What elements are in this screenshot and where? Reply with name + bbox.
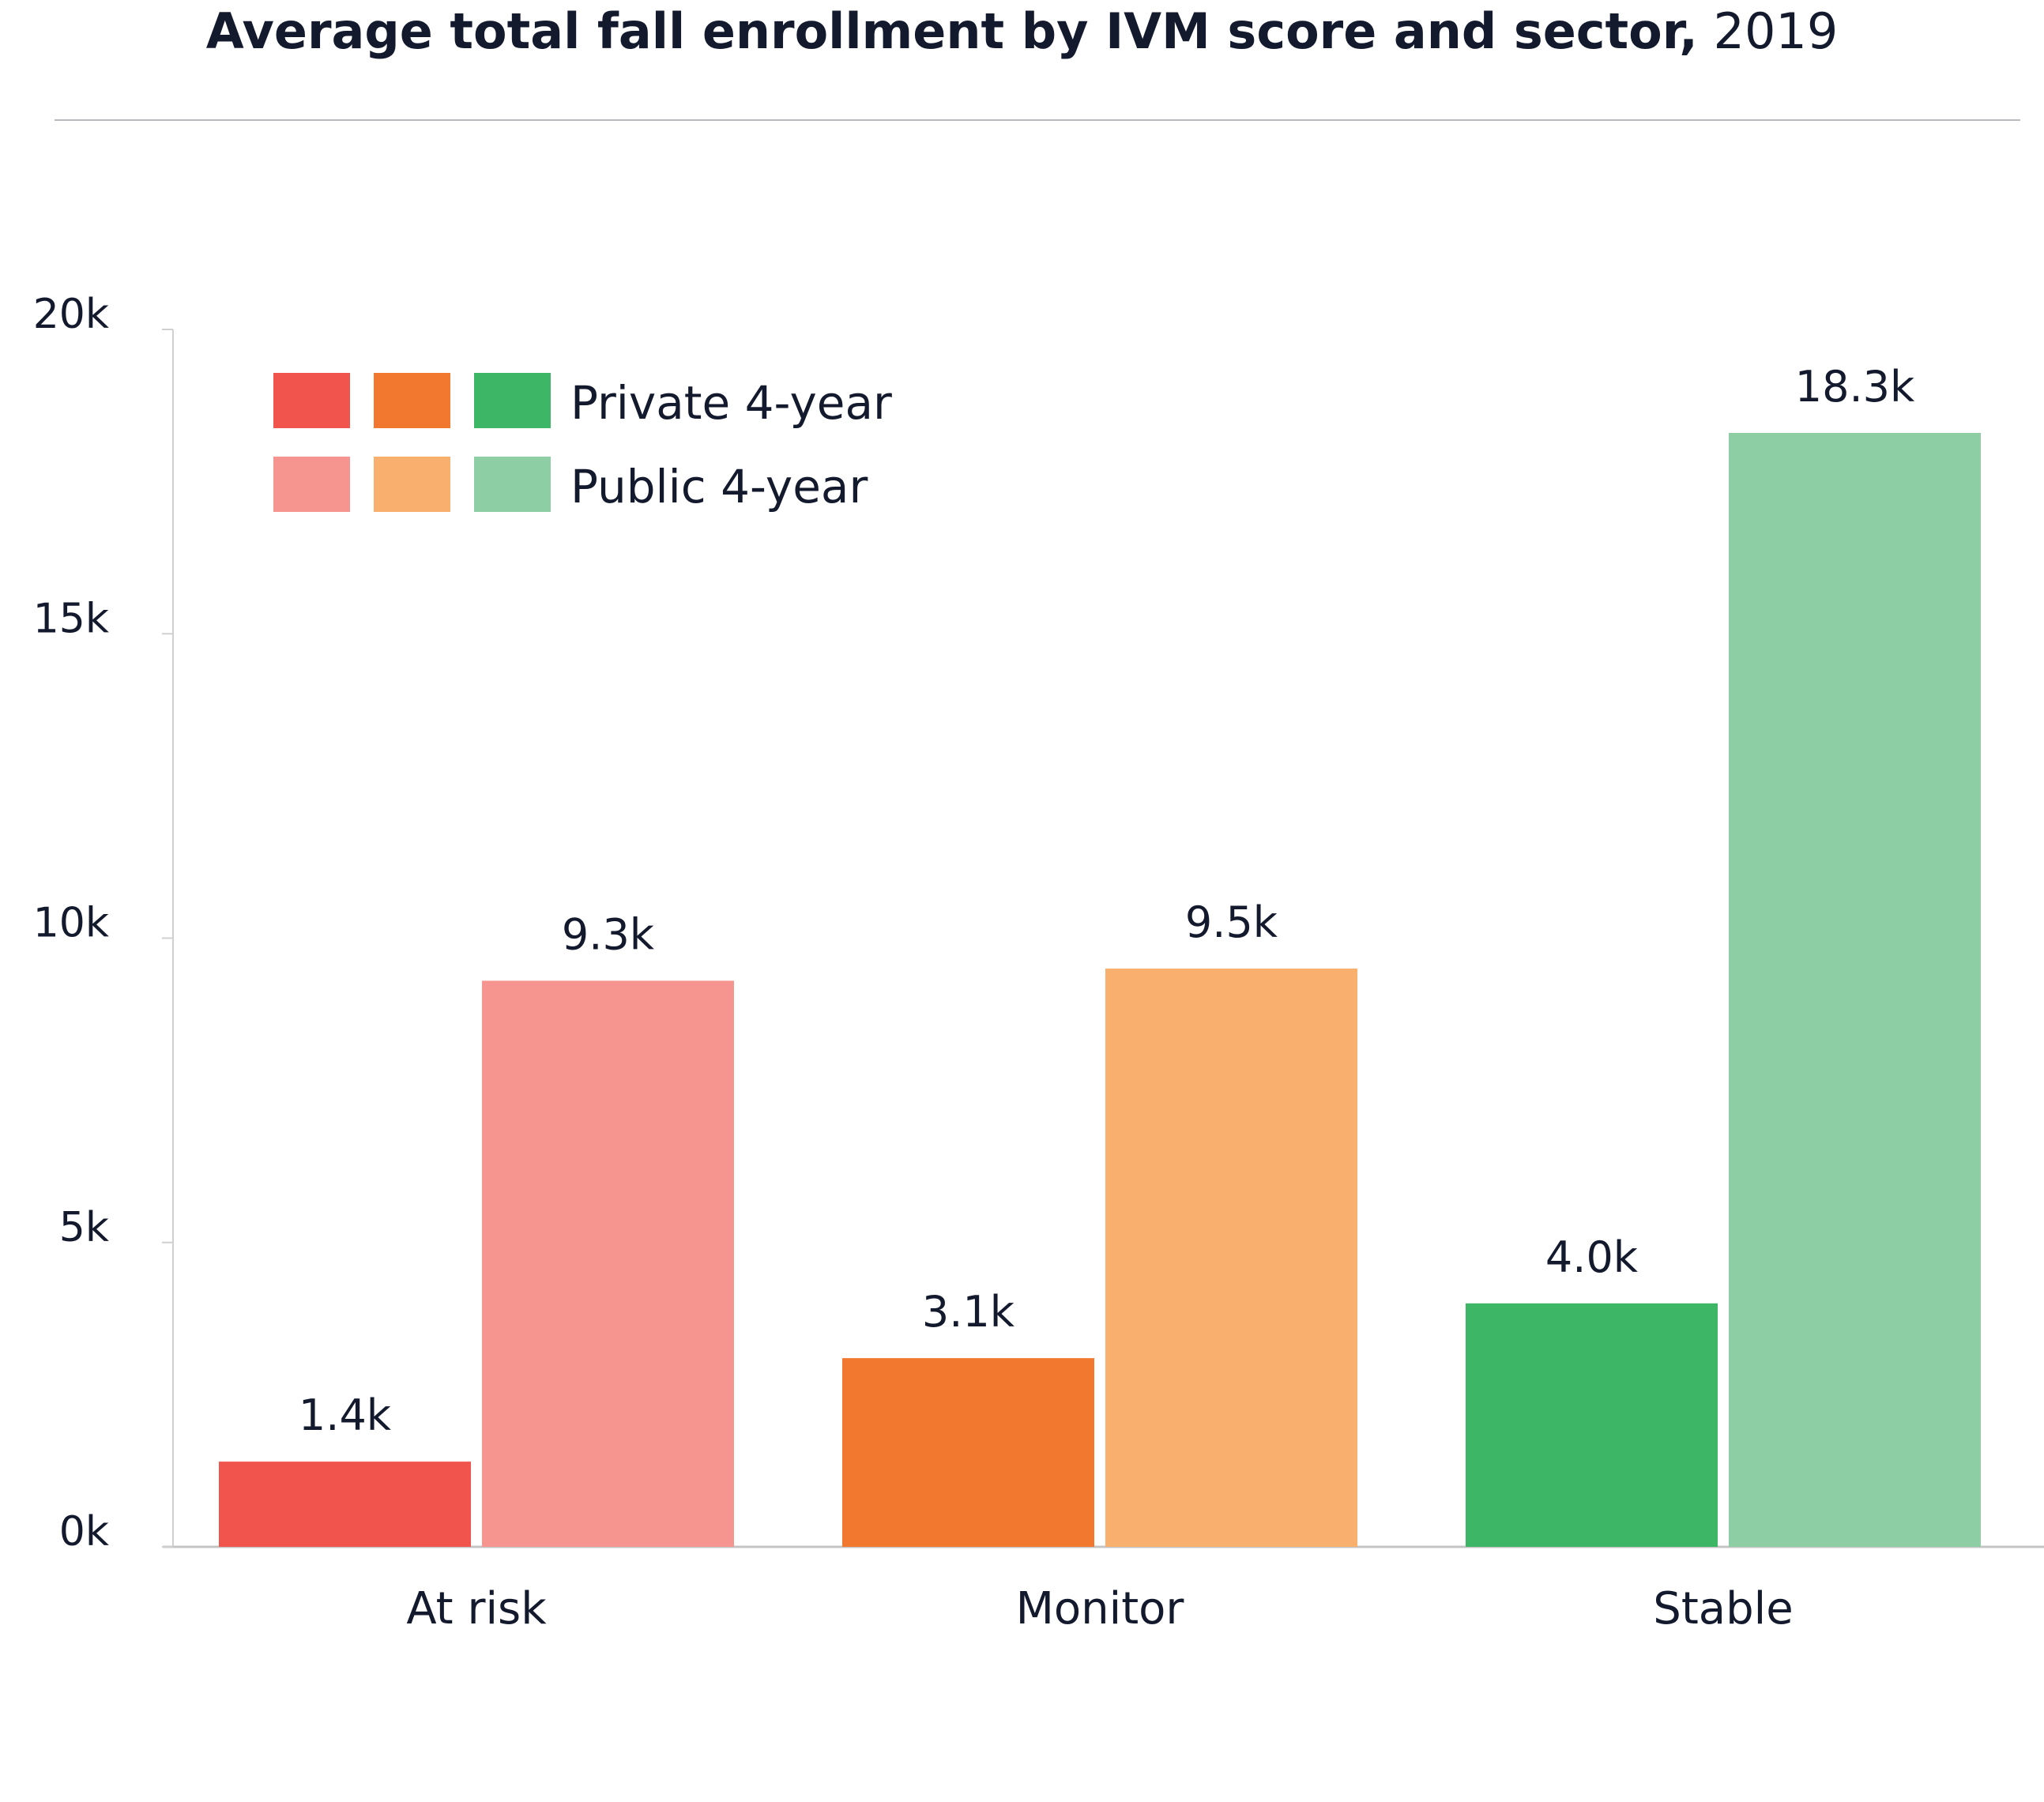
bar-stable-public [1729,432,1981,1547]
legend-swatch [374,373,450,428]
x-category-label: At risk [406,1583,547,1635]
bar-at-risk-public [482,980,734,1547]
y-tick-label: 5k [59,1204,109,1251]
legend-label: Public 4-year [570,460,868,514]
data-label: 9.3k [562,909,655,959]
chart-title-main: Average total fall enrollment by IVM sco… [205,2,1698,60]
title-separator [55,119,2020,121]
bar-at-risk-private [219,1462,471,1547]
bar-monitor-public [1105,969,1357,1547]
legend-swatch [474,373,551,428]
legend-swatch [374,457,450,512]
legend-swatch [273,373,350,428]
legend-swatch [273,457,350,512]
legend-swatch [474,457,551,512]
bar-stable-private [1466,1303,1718,1547]
data-label: 4.0k [1545,1232,1639,1282]
y-tick-label: 20k [33,291,109,338]
data-label: 9.5k [1185,897,1278,947]
data-label: 3.1k [922,1287,1015,1337]
chart-title: Average total fall enrollment by IVM sco… [0,0,2044,63]
data-label: 1.4k [299,1390,392,1440]
chart-title-year: 2019 [1713,2,1839,60]
y-tick-label: 15k [33,595,109,642]
y-tick-label: 10k [33,900,109,947]
y-tick-label: 0k [59,1508,109,1556]
data-label: 18.3k [1795,362,1915,412]
legend-label: Private 4-year [570,376,892,430]
x-category-label: Stable [1653,1583,1793,1635]
bar-monitor-private [842,1358,1094,1547]
x-category-label: Monitor [1016,1583,1185,1635]
